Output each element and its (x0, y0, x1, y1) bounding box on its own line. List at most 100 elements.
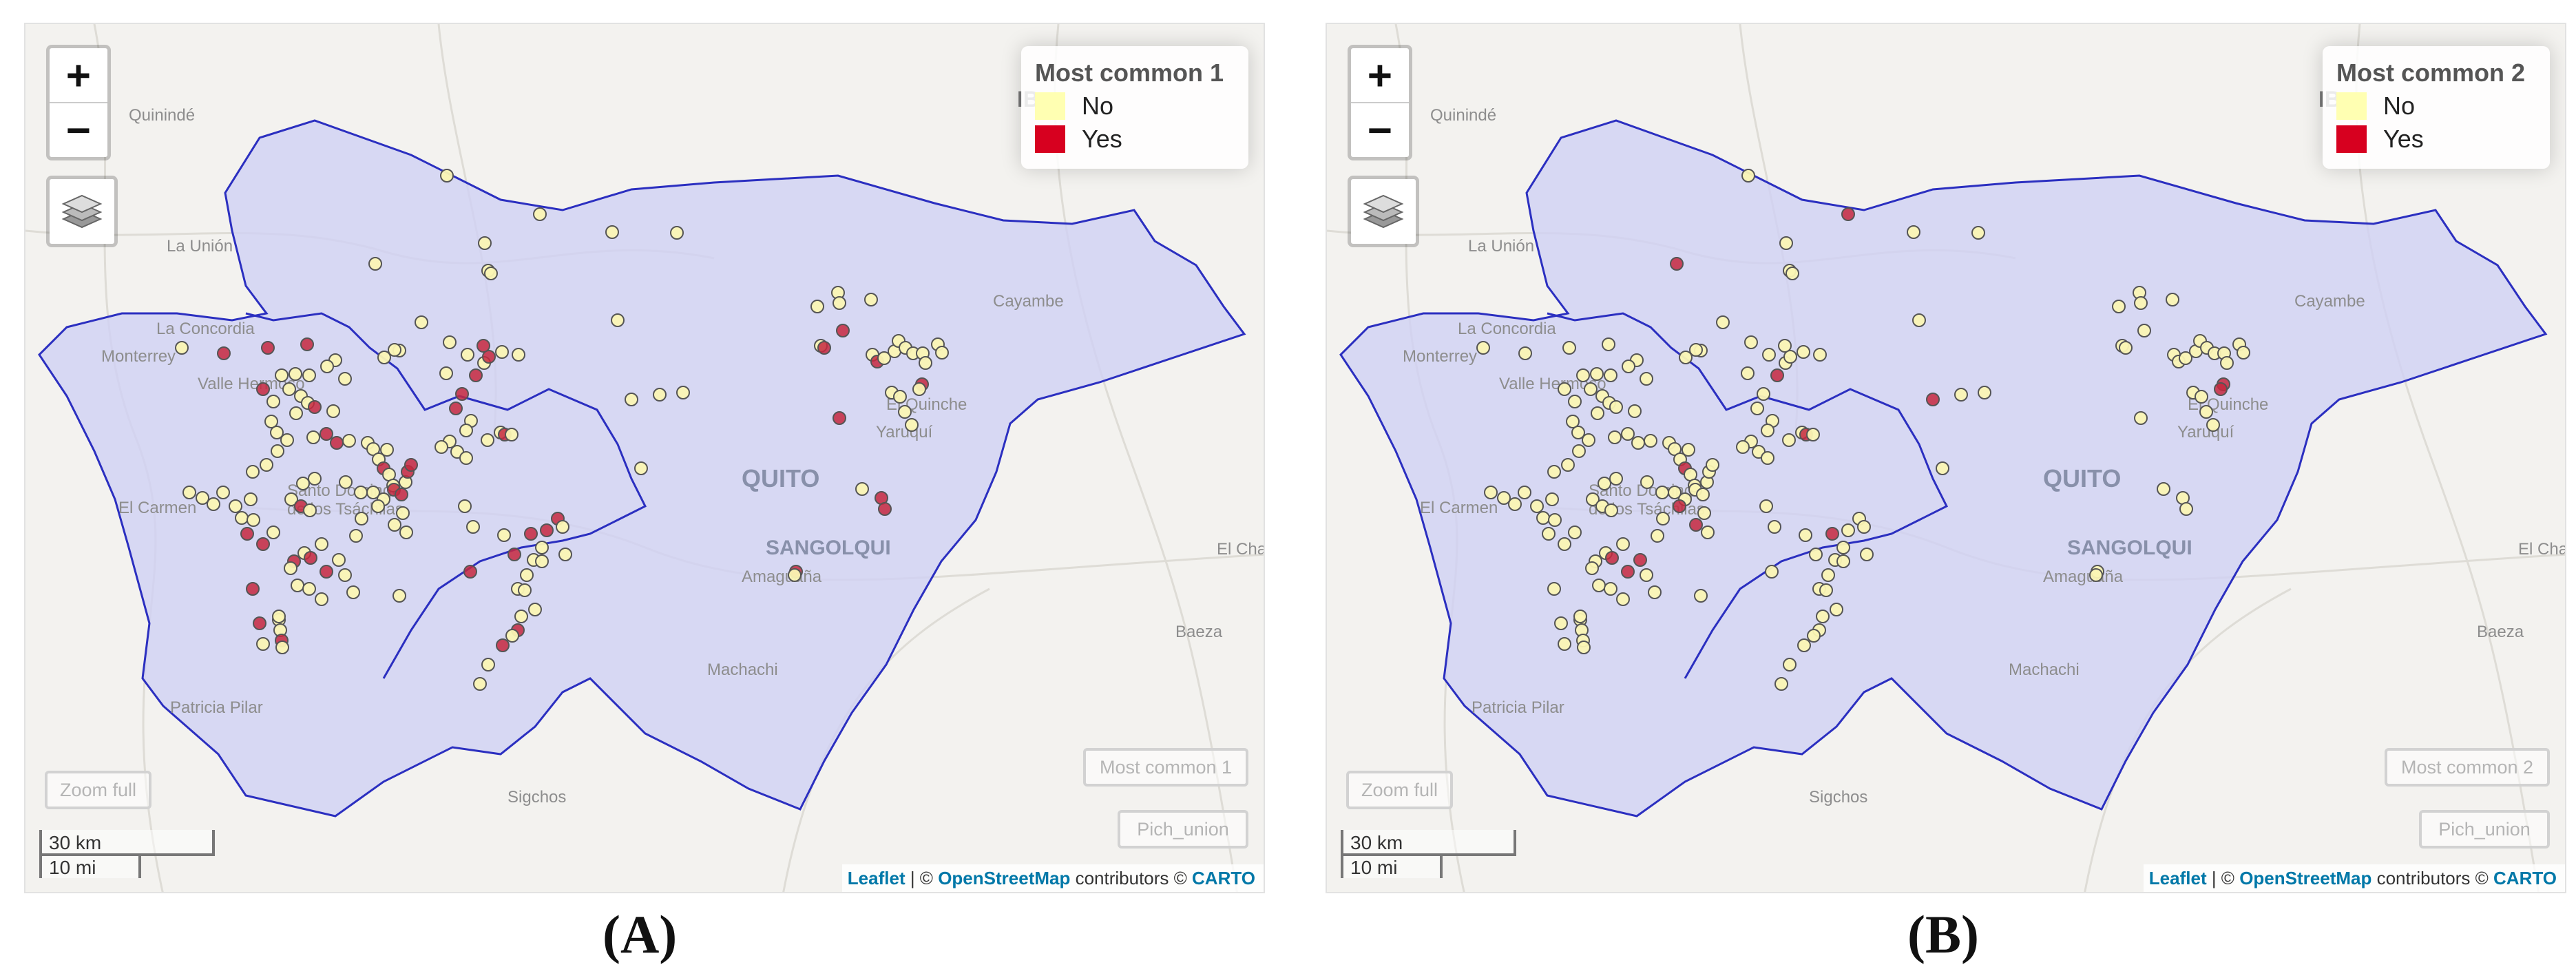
marker-no[interactable] (1640, 475, 1654, 489)
marker-yes[interactable] (320, 427, 333, 441)
marker-no[interactable] (216, 486, 230, 499)
marker-no[interactable] (1701, 526, 1715, 539)
marker-no[interactable] (1484, 486, 1498, 499)
zoom-in-button[interactable]: + (1368, 51, 1392, 98)
marker-yes[interactable] (320, 565, 333, 579)
marker-no[interactable] (1561, 458, 1575, 472)
marker-no[interactable] (676, 386, 690, 399)
marker-no[interactable] (434, 440, 448, 454)
layer-toggle-button[interactable]: Most common 2 (2385, 748, 2550, 787)
marker-no[interactable] (371, 499, 385, 513)
marker-no[interactable] (338, 372, 352, 386)
marker-no[interactable] (2195, 390, 2208, 404)
marker-yes[interactable] (1670, 257, 1684, 271)
marker-no[interactable] (1585, 561, 1599, 575)
marker-no[interactable] (396, 506, 410, 520)
marker-no[interactable] (1978, 386, 1991, 399)
marker-no[interactable] (1518, 346, 1532, 360)
marker-no[interactable] (1813, 348, 1827, 362)
marker-no[interactable] (1573, 610, 1587, 623)
marker-no[interactable] (1508, 497, 1522, 511)
marker-yes[interactable] (1621, 565, 1635, 579)
marker-no[interactable] (266, 526, 280, 539)
marker-no[interactable] (282, 382, 296, 396)
marker-no[interactable] (439, 366, 453, 380)
marker-no[interactable] (514, 610, 528, 623)
marker-no[interactable] (1640, 568, 1653, 582)
marker-no[interactable] (1912, 313, 1926, 327)
marker-no[interactable] (332, 553, 346, 567)
marker-yes[interactable] (1689, 518, 1703, 532)
marker-no[interactable] (634, 461, 648, 475)
marker-no[interactable] (2220, 356, 2234, 370)
marker-yes[interactable] (1825, 527, 1839, 541)
union-toggle-button[interactable]: Pich_union (1118, 810, 1248, 849)
marker-no[interactable] (1768, 520, 1781, 534)
marker-no[interactable] (1547, 582, 1561, 596)
marker-yes[interactable] (1926, 393, 1940, 406)
marker-no[interactable] (1628, 404, 1642, 418)
marker-no[interactable] (1640, 372, 1653, 386)
marker-no[interactable] (833, 296, 846, 310)
marker-no[interactable] (326, 404, 340, 418)
marker-yes[interactable] (256, 537, 270, 551)
marker-no[interactable] (2112, 300, 2126, 313)
marker-no[interactable] (1689, 343, 1703, 357)
marker-no[interactable] (1706, 458, 1719, 472)
marker-yes[interactable] (330, 436, 344, 450)
marker-no[interactable] (893, 390, 907, 404)
marker-no[interactable] (1774, 677, 1788, 691)
marker-no[interactable] (306, 430, 320, 444)
zoom-out-button[interactable]: − (1351, 102, 1409, 157)
marker-no[interactable] (1616, 592, 1630, 606)
marker-no[interactable] (670, 226, 684, 240)
marker-no[interactable] (315, 537, 328, 551)
marker-no[interactable] (1592, 579, 1606, 592)
marker-yes[interactable] (836, 324, 850, 337)
marker-no[interactable] (1590, 367, 1604, 381)
marker-no[interactable] (1750, 402, 1764, 415)
marker-no[interactable] (1584, 382, 1598, 396)
marker-no[interactable] (1568, 526, 1582, 539)
marker-no[interactable] (535, 541, 549, 554)
marker-no[interactable] (388, 518, 401, 532)
marker-no[interactable] (877, 351, 891, 365)
marker-no[interactable] (1571, 426, 1585, 439)
marker-yes[interactable] (404, 458, 418, 472)
layers-control-button[interactable] (1348, 176, 1419, 247)
marker-no[interactable] (1604, 503, 1618, 517)
marker-no[interactable] (558, 548, 572, 561)
marker-no[interactable] (1809, 548, 1823, 561)
marker-no[interactable] (2199, 405, 2213, 419)
marker-no[interactable] (1644, 434, 1657, 448)
marker-yes[interactable] (449, 402, 463, 415)
marker-no[interactable] (1765, 565, 1779, 579)
marker-no[interactable] (1954, 388, 1968, 402)
marker-no[interactable] (1598, 477, 1611, 490)
marker-no[interactable] (1602, 337, 1615, 351)
layer-toggle-button[interactable]: Most common 1 (1083, 748, 1248, 787)
marker-no[interactable] (1716, 315, 1730, 329)
marker-no[interactable] (1542, 527, 1556, 541)
marker-no[interactable] (315, 592, 328, 606)
marker-no[interactable] (392, 589, 406, 603)
marker-yes[interactable] (253, 616, 266, 630)
marker-no[interactable] (1548, 513, 1562, 527)
marker-no[interactable] (1558, 537, 1571, 551)
marker-no[interactable] (1572, 444, 1586, 458)
marker-no[interactable] (1558, 637, 1571, 651)
leaflet-link[interactable]: Leaflet (847, 868, 905, 888)
marker-no[interactable] (291, 579, 304, 592)
osm-link[interactable]: OpenStreetMap (938, 868, 1071, 888)
marker-no[interactable] (1648, 585, 1662, 599)
marker-no[interactable] (898, 405, 912, 419)
marker-no[interactable] (388, 343, 401, 357)
marker-no[interactable] (346, 585, 360, 599)
marker-no[interactable] (1694, 589, 1708, 603)
marker-no[interactable] (556, 520, 569, 534)
marker-no[interactable] (339, 475, 353, 489)
marker-yes[interactable] (217, 346, 231, 360)
marker-no[interactable] (459, 424, 473, 437)
marker-no[interactable] (1682, 443, 1695, 457)
osm-link[interactable]: OpenStreetMap (2239, 868, 2372, 888)
